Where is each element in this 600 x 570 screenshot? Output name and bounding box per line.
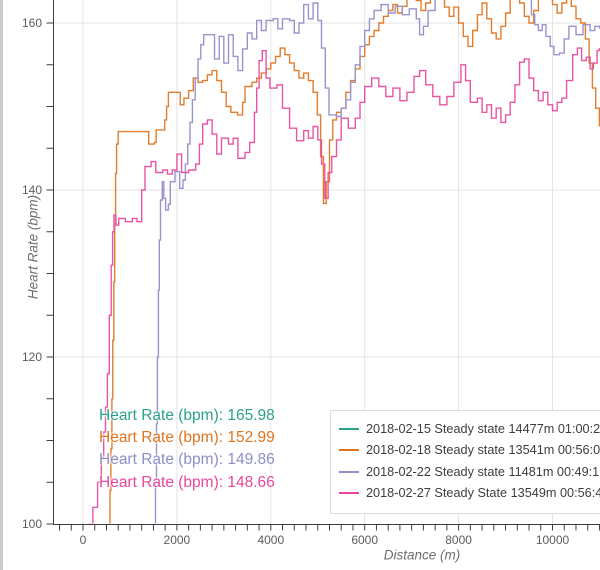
- y-axis-title: Heart Rate (bpm): [25, 194, 41, 300]
- axes: [46, 0, 600, 531]
- avg-label-2: Heart Rate (bpm): 149.86: [99, 451, 275, 469]
- legend-item-1[interactable]: 2018-02-18 Steady state 13541m 00:56:0: [339, 440, 600, 462]
- x-tick-label-0: 0: [79, 533, 87, 547]
- series-line-3: [88, 47, 600, 524]
- x-tick-label-8000: 8000: [445, 533, 472, 547]
- legend-line-swatch: [339, 492, 359, 495]
- avg-value-labels: Heart Rate (bpm): 165.98 Heart Rate (bpm)…: [99, 405, 275, 494]
- y-tick-label-140: 140: [21, 183, 42, 197]
- x-tick-label-2000: 2000: [163, 533, 191, 547]
- legend: 2018-02-15 Steady state 14477m 01:00:2 20…: [330, 410, 600, 514]
- legend-label: 2018-02-15 Steady state 14477m 01:00:2: [366, 421, 600, 436]
- legend-label: 2018-02-27 Steady State 13549m 00:56:4: [366, 486, 600, 501]
- y-tick-label-120: 120: [21, 350, 42, 364]
- series-lines: [88, 0, 600, 524]
- avg-label-1: Heart Rate (bpm): 152.99: [99, 429, 275, 447]
- legend-item-3[interactable]: 2018-02-27 Steady State 13549m 00:56:4: [339, 483, 600, 505]
- y-tick-label-100: 100: [21, 517, 42, 531]
- window-edge-divider: [0, 0, 3, 570]
- legend-line-swatch: [339, 427, 359, 430]
- x-tick-label-10000: 10000: [535, 533, 570, 547]
- legend-label: 2018-02-22 Steady state 11481m 00:49:1: [366, 464, 600, 479]
- x-axis-title: Distance (m): [383, 547, 461, 563]
- legend-item-2[interactable]: 2018-02-22 Steady state 11481m 00:49:1: [339, 461, 600, 483]
- legend-label: 2018-02-18 Steady state 13541m 00:56:0: [366, 443, 600, 458]
- series-line-1: [108, 0, 600, 524]
- y-tick-label-160: 160: [21, 16, 42, 30]
- avg-label-3: Heart Rate (bpm): 148.66: [99, 473, 275, 491]
- x-tick-label-4000: 4000: [257, 533, 285, 547]
- legend-line-swatch: [339, 449, 359, 452]
- avg-label-0: Heart Rate (bpm): 165.98: [99, 407, 275, 424]
- legend-line-swatch: [339, 470, 359, 473]
- x-tick-label-6000: 6000: [351, 533, 379, 547]
- legend-item-0[interactable]: 2018-02-15 Steady state 14477m 01:00:2: [339, 418, 600, 440]
